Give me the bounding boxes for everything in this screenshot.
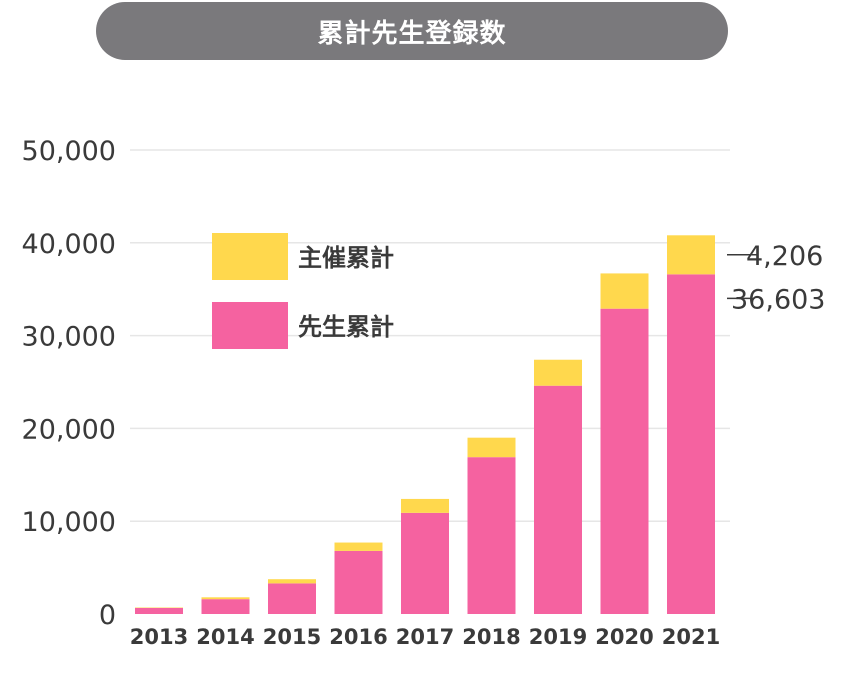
bar-teacher-2016 (334, 550, 383, 614)
bar-teacher-2014 (201, 599, 250, 614)
bar-teacher-2017 (401, 512, 449, 614)
bar-teacher-2015 (268, 583, 316, 614)
y-tick-label: 30,000 (22, 322, 116, 353)
annotation-teacher-total: 36,603 (731, 284, 825, 315)
bar-sponsor-2018 (467, 437, 516, 458)
bars (135, 235, 715, 614)
y-tick-label: 10,000 (22, 507, 116, 538)
bar-teacher-2019 (534, 385, 582, 614)
chart-title: 累計先生登録数 (96, 2, 728, 60)
bar-teacher-2018 (467, 457, 516, 614)
x-tick-label: 2014 (196, 625, 254, 649)
y-tick-label: 40,000 (22, 229, 116, 260)
x-tick-label: 2019 (529, 625, 587, 649)
y-tick-label: 50,000 (22, 136, 116, 167)
bar-sponsor-2015 (268, 579, 316, 584)
x-axis-ticks: 2013 2014 2015 2016 2017 2018 2019 2020 2021 (130, 625, 720, 649)
bar-teacher-2013 (135, 607, 183, 614)
bar-sponsor-2014 (201, 597, 250, 600)
y-axis-ticks: 0 10,000 20,000 30,000 40,000 50,000 (22, 136, 116, 631)
y-tick-label: 0 (99, 600, 116, 631)
bar-sponsor-2019 (534, 359, 582, 386)
x-tick-label: 2018 (462, 625, 520, 649)
bar-teacher-2021 (667, 274, 715, 614)
bar-sponsor-2016 (334, 542, 383, 551)
x-tick-label: 2016 (329, 625, 387, 649)
legend-swatch (212, 302, 288, 349)
annotations: 4,206 36,603 (727, 241, 825, 315)
legend-label: 主催累計 (298, 244, 394, 272)
legend-label: 先生累計 (298, 313, 394, 341)
bar-sponsor-2020 (600, 273, 649, 309)
legend-swatch (212, 233, 288, 280)
annotation-sponsor-total: 4,206 (746, 241, 823, 272)
x-tick-label: 2013 (130, 625, 188, 649)
bar-sponsor-2017 (401, 498, 449, 513)
x-tick-label: 2021 (662, 625, 720, 649)
bar-sponsor-2021 (667, 235, 715, 275)
x-tick-label: 2015 (263, 625, 321, 649)
y-tick-label: 20,000 (22, 414, 116, 445)
x-tick-label: 2020 (595, 625, 653, 649)
x-tick-label: 2017 (396, 625, 454, 649)
bar-teacher-2020 (600, 308, 649, 614)
